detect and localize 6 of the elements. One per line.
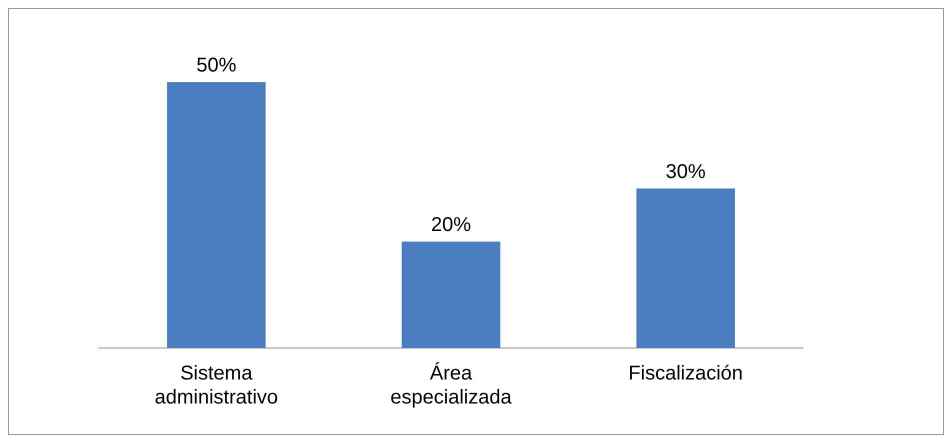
data-label: 30% — [666, 161, 706, 184]
data-label: 20% — [430, 214, 472, 236]
x-tick-label: Fiscalización — [628, 362, 743, 385]
x-tick-label: Sistema administrativo — [154, 362, 278, 409]
x-tick-label: Área especializada — [390, 362, 512, 409]
data-label: 50% — [196, 54, 237, 77]
